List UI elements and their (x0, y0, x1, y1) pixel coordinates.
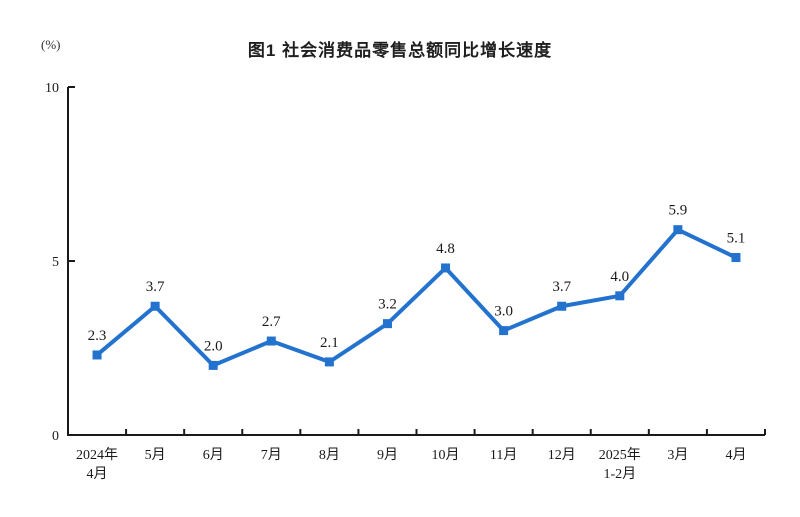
data-point-label: 2.7 (262, 314, 281, 330)
x-axis-label: 8月 (319, 447, 340, 463)
data-point-label: 5.9 (669, 203, 688, 219)
data-point (208, 360, 218, 370)
y-axis-unit-label: (%) (41, 37, 61, 52)
x-axis-label: 6月 (203, 447, 224, 463)
data-point-label: 2.3 (88, 328, 107, 344)
data-point (92, 350, 102, 360)
x-axis-label: 2025年 1-2月 (599, 447, 641, 482)
y-axis-tick-label: 10 (45, 81, 59, 96)
data-point-label: 2.1 (320, 335, 339, 351)
x-axis-label: 7月 (261, 447, 282, 463)
x-axis-label: 2024年 4月 (76, 447, 118, 482)
data-point (499, 326, 509, 336)
data-point (673, 225, 683, 235)
data-point (266, 336, 276, 346)
data-point (150, 301, 160, 311)
data-point-label: 4.0 (610, 269, 629, 285)
data-point-label: 3.7 (146, 279, 165, 295)
x-axis-label: 9月 (377, 447, 398, 463)
data-point-label: 4.8 (436, 241, 455, 257)
x-axis-label: 4月 (725, 447, 746, 463)
data-point (731, 253, 741, 263)
x-axis-label: 5月 (145, 447, 166, 463)
data-point-label: 3.0 (494, 304, 513, 320)
data-line (95, 227, 737, 368)
data-point (324, 357, 334, 367)
x-axis-label: 10月 (432, 447, 460, 463)
y-axis-tick-label: 5 (52, 255, 59, 270)
data-point (557, 301, 567, 311)
data-point-label: 3.2 (378, 297, 397, 313)
data-point (441, 263, 451, 273)
x-axis-label: 12月 (548, 447, 576, 463)
x-axis-label: 11月 (490, 447, 517, 463)
data-point (382, 319, 392, 329)
data-point-label: 3.7 (552, 279, 571, 295)
y-axis-tick-label: 0 (52, 429, 59, 444)
chart-title: 图1 社会消费品零售总额同比增长速度 (247, 41, 553, 60)
data-point (615, 291, 625, 301)
data-point-label: 5.1 (727, 231, 746, 247)
data-point-label: 2.0 (204, 338, 223, 354)
x-axis-label: 3月 (667, 447, 688, 463)
